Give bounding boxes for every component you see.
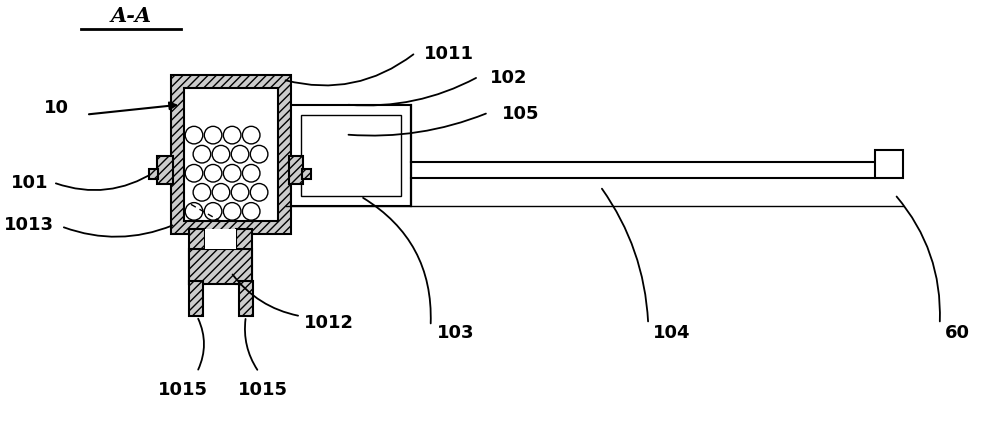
- Circle shape: [193, 184, 211, 202]
- Circle shape: [185, 127, 203, 145]
- Bar: [302, 170, 311, 180]
- Circle shape: [242, 127, 260, 145]
- Bar: [301, 115, 401, 197]
- Bar: [189, 250, 252, 285]
- Bar: [875, 151, 903, 179]
- Bar: [149, 170, 158, 180]
- Text: 104: 104: [653, 323, 691, 342]
- Circle shape: [250, 184, 268, 202]
- Text: 102: 102: [490, 69, 527, 86]
- Text: 105: 105: [502, 104, 539, 122]
- Text: 10: 10: [44, 99, 69, 116]
- Circle shape: [242, 165, 260, 183]
- Circle shape: [231, 184, 249, 202]
- Circle shape: [204, 127, 222, 145]
- Bar: [291, 105, 411, 207]
- Circle shape: [193, 146, 211, 164]
- Bar: [239, 282, 253, 316]
- Circle shape: [250, 146, 268, 164]
- Bar: [189, 282, 203, 316]
- Bar: [289, 157, 303, 185]
- Text: 1011: 1011: [424, 45, 474, 62]
- Circle shape: [185, 165, 203, 183]
- Text: A-A: A-A: [111, 6, 152, 26]
- Text: 101: 101: [11, 174, 48, 192]
- Text: 1015: 1015: [158, 380, 208, 398]
- Text: 1012: 1012: [304, 313, 354, 332]
- Circle shape: [223, 203, 241, 220]
- Circle shape: [204, 203, 222, 220]
- Circle shape: [223, 127, 241, 145]
- Text: 103: 103: [437, 323, 474, 342]
- Bar: [157, 157, 173, 185]
- Circle shape: [204, 165, 222, 183]
- Circle shape: [231, 146, 249, 164]
- Bar: [189, 230, 205, 285]
- Circle shape: [185, 203, 203, 220]
- Circle shape: [242, 203, 260, 220]
- Circle shape: [212, 146, 230, 164]
- Text: 60: 60: [945, 323, 970, 342]
- Circle shape: [223, 165, 241, 183]
- Text: 1015: 1015: [238, 380, 288, 398]
- Bar: [184, 89, 278, 222]
- Text: 1013: 1013: [4, 216, 54, 234]
- Bar: [171, 76, 291, 235]
- Bar: [236, 230, 252, 285]
- Circle shape: [212, 184, 230, 202]
- Bar: [205, 230, 236, 250]
